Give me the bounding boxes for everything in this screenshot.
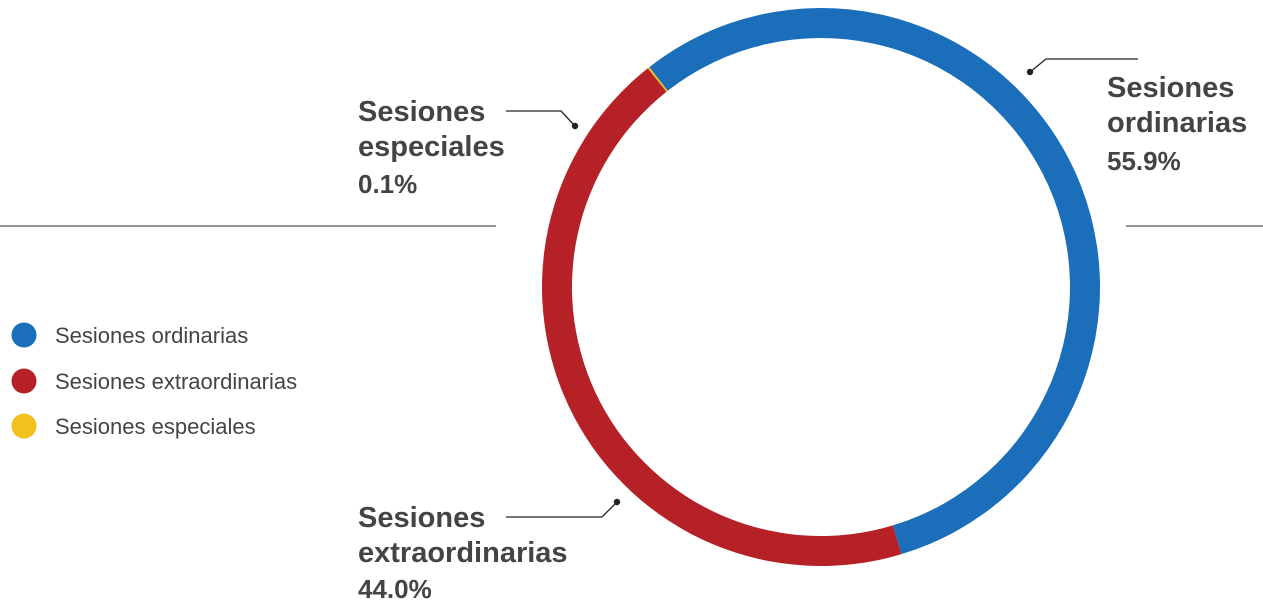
- leader-line-ordinarias: [1029, 58, 1138, 73]
- leader-dot-extraordinarias: [613, 498, 621, 506]
- donut-slice-especiales: [647, 67, 668, 92]
- callout-extraordinarias-line2: extraordinarias: [358, 537, 568, 569]
- callout-especiales-line1: Sesiones: [358, 96, 485, 128]
- callout-extraordinarias-value: 44.0%: [358, 574, 432, 604]
- legend-swatch-ordinarias: [11, 322, 37, 348]
- callout-ordinarias-line1: Sesiones: [1107, 72, 1234, 104]
- donut-slices: [542, 7, 1100, 566]
- legend-label-ordinarias: Sesiones ordinarias: [55, 323, 248, 348]
- callout-especiales: Sesiones especiales 0.1%: [358, 96, 505, 199]
- legend-label-extraordinarias: Sesiones extraordinarias: [55, 369, 297, 394]
- leader-line-extraordinarias: [506, 501, 618, 518]
- callout-ordinarias-line2: ordinarias: [1107, 107, 1247, 139]
- callout-extraordinarias: Sesiones extraordinarias 44.0%: [358, 502, 568, 604]
- donut-slice-extraordinarias: [542, 68, 902, 566]
- leader-line-especiales: [506, 110, 576, 127]
- leader-dot-ordinarias: [1026, 68, 1034, 76]
- donut-slice-ordinarias: [649, 7, 1100, 555]
- legend-label-especiales: Sesiones especiales: [55, 414, 256, 439]
- legend-swatch-extraordinarias: [11, 368, 37, 394]
- callout-especiales-value: 0.1%: [358, 169, 417, 199]
- legend-swatch-especiales: [11, 413, 37, 439]
- leader-dot-especiales: [571, 122, 579, 130]
- callout-extraordinarias-line1: Sesiones: [358, 502, 485, 534]
- callout-ordinarias-value: 55.9%: [1107, 146, 1181, 176]
- legend: Sesiones ordinarias Sesiones extraordina…: [11, 322, 297, 439]
- callout-especiales-line2: especiales: [358, 131, 505, 163]
- callout-ordinarias: Sesiones ordinarias 55.9%: [1107, 72, 1247, 176]
- callout-leaders: [506, 58, 1138, 518]
